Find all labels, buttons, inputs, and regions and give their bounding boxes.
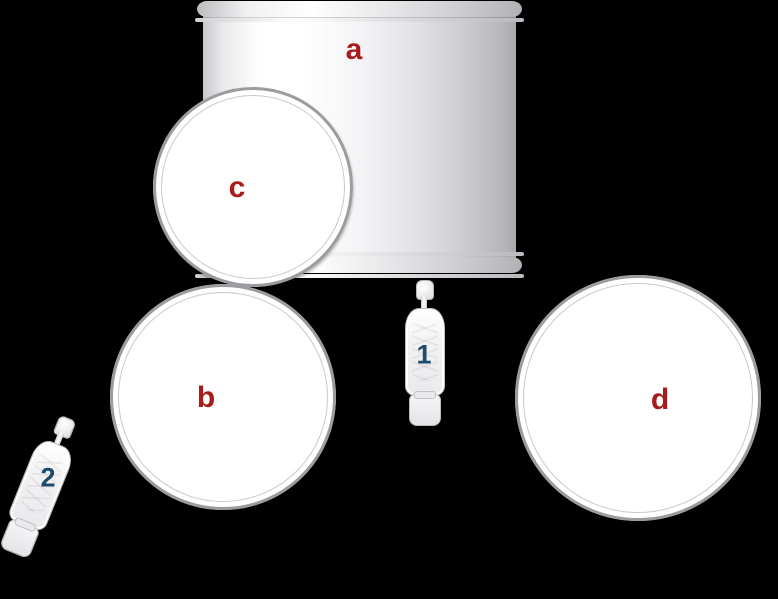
drum-c-rim-outer — [153, 87, 353, 287]
label-a: a — [346, 35, 363, 65]
pedal-2-heel — [0, 518, 40, 560]
drum-b — [110, 284, 336, 510]
label-c: c — [229, 173, 246, 203]
label-2: 2 — [40, 465, 55, 492]
label-d: d — [651, 385, 669, 415]
drum-b-rim-outer — [110, 284, 336, 510]
drum-d — [515, 275, 761, 521]
bass-drum-top-rim — [197, 1, 522, 17]
drum-c — [153, 87, 353, 287]
label-b: b — [197, 383, 215, 413]
drum-d-rim-outer — [515, 275, 761, 521]
label-1: 1 — [416, 342, 431, 369]
pedal-1-heel — [409, 394, 441, 426]
drum-layout-diagram: a c b d 1 2 — [0, 0, 778, 599]
